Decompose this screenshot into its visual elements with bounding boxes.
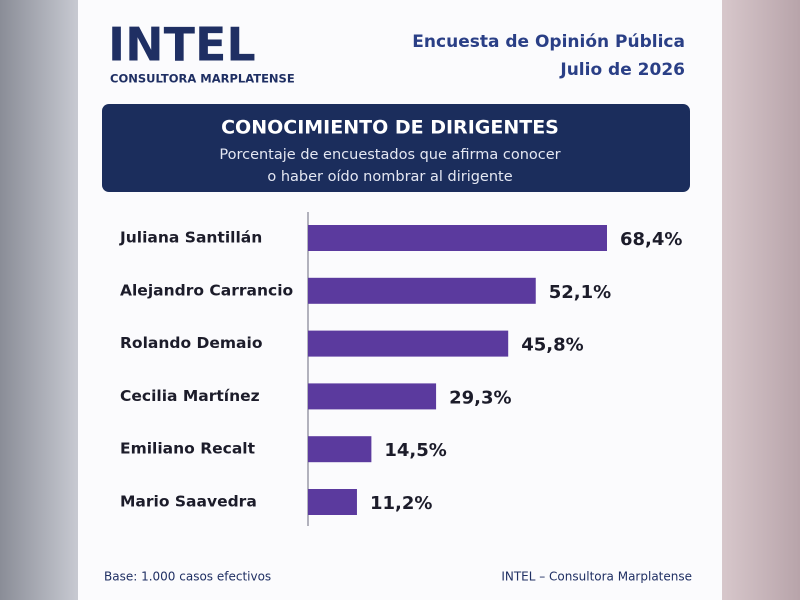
value-label: 29,3% [449, 387, 511, 408]
category-label: Juliana Santillán [119, 229, 262, 247]
footer-source: INTEL – Consultora Marplatense [501, 570, 692, 584]
bar [308, 225, 607, 251]
survey-name: Encuesta de Opinión Pública [412, 32, 685, 52]
background-right [720, 0, 800, 600]
footer-base: Base: 1.000 casos efectivos [104, 570, 271, 584]
value-label: 52,1% [549, 282, 611, 303]
bar [308, 383, 437, 410]
value-label: 45,8% [521, 335, 583, 356]
category-label: Cecilia Martínez [120, 387, 260, 405]
title-box [102, 104, 690, 192]
logo-subtitle: CONSULTORA MARPLATENSE [110, 72, 295, 86]
chart-title: CONOCIMIENTO DE DIRIGENTES [221, 117, 559, 139]
bar [308, 330, 509, 357]
category-label: Alejandro Carrancio [120, 281, 293, 299]
logo: INTEL [108, 18, 256, 72]
category-label: Rolando Demaio [120, 334, 262, 352]
value-label: 14,5% [384, 440, 446, 461]
category-label: Mario Saavedra [120, 493, 257, 511]
survey-date: Julio de 2026 [559, 60, 685, 80]
background-left [0, 0, 80, 600]
bar [308, 489, 357, 515]
category-label: Emiliano Recalt [120, 440, 256, 458]
chart-subtitle: Porcentaje de encuestados que afirma con… [219, 147, 560, 163]
bar [308, 277, 536, 304]
value-label: 11,2% [370, 493, 432, 514]
value-label: 68,4% [620, 229, 682, 250]
bar [308, 436, 372, 463]
chart-subtitle: o haber oído nombrar al dirigente [267, 169, 512, 185]
